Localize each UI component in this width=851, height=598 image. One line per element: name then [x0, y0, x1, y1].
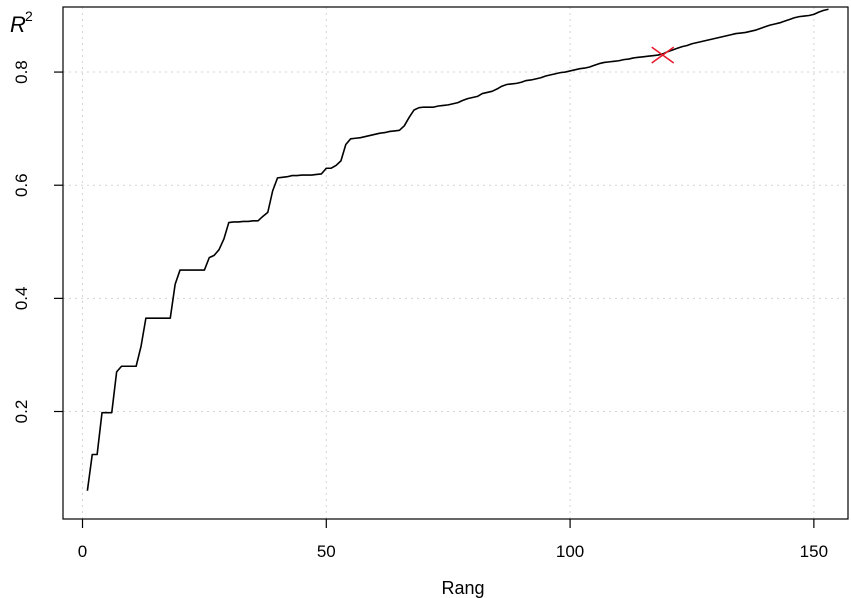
x-axis: 0 50 100 150	[78, 519, 828, 561]
x-tick-label: 150	[800, 542, 828, 561]
y-tick-label: 0.4	[12, 287, 31, 311]
y-tick-label: 0.8	[12, 60, 31, 84]
series	[86, 8, 829, 491]
x-tick-label: 50	[317, 542, 336, 561]
x-axis-title: Rang	[441, 578, 484, 598]
series-line	[86, 8, 829, 491]
y-tick-label: 0.2	[12, 400, 31, 424]
plot-frame	[62, 6, 849, 520]
x-tick-label: 0	[78, 542, 87, 561]
marker	[651, 46, 675, 64]
y-tick-label: 0.6	[12, 173, 31, 197]
marker-x-stroke	[651, 46, 675, 64]
x-tick-label: 100	[556, 542, 584, 561]
y-axis-title-superscript: 2	[25, 8, 33, 24]
y-axis-title: R	[10, 12, 26, 37]
grid	[63, 7, 848, 519]
y-axis: 0.2 0.4 0.6 0.8	[12, 60, 63, 423]
